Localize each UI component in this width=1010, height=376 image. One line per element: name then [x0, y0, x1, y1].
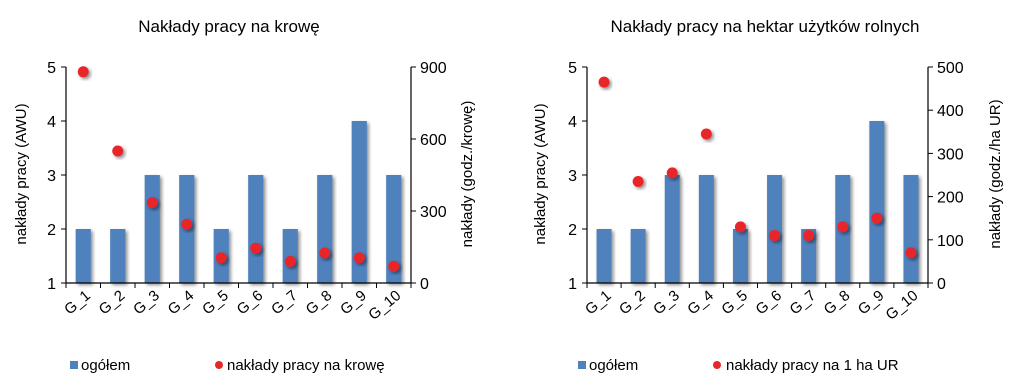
bar-G_1	[596, 229, 612, 283]
bar-G_5	[732, 229, 748, 283]
chart-title: Nakłady pracy na krowę	[138, 17, 319, 36]
legend: ogółem nakłady pracy na krowę	[70, 357, 385, 374]
legend-swatch-bar	[578, 361, 586, 369]
legend-label-bar: ogółem	[81, 357, 130, 374]
y-tick-label: 4	[568, 114, 577, 131]
bar-G_4	[698, 175, 714, 283]
y-tick-label: 1	[47, 276, 56, 293]
y-tick-label: 2	[568, 222, 577, 239]
x-tick-label: G_1	[582, 287, 615, 318]
y-tick-label: 1	[568, 276, 577, 293]
point-G_9	[871, 212, 883, 224]
y2-tick-label: 400	[937, 103, 964, 120]
bar-G_3	[144, 175, 160, 283]
x-tick-label: G_2	[96, 287, 129, 318]
point-G_7	[284, 255, 296, 267]
bar-G_9	[351, 121, 367, 283]
x-tick-label: G_7	[268, 287, 301, 318]
legend-swatch-bar	[70, 361, 78, 369]
bar-G_7	[801, 229, 817, 283]
point-G_10	[388, 260, 400, 272]
y2-tick-label: 900	[420, 60, 447, 77]
bar-G_6	[248, 175, 264, 283]
point-G_10	[905, 247, 917, 259]
x-tick-label: G_2	[616, 287, 649, 318]
point-G_6	[250, 242, 262, 254]
bar-G_8	[317, 175, 333, 283]
x-tick-label: G_7	[787, 287, 820, 318]
x-tick-label: G_9	[337, 287, 370, 318]
x-tick-label: G_9	[855, 287, 888, 318]
x-tick-label: G_8	[821, 287, 854, 318]
legend-swatch-dot	[713, 361, 721, 369]
point-G_7	[803, 229, 815, 241]
point-G_5	[734, 221, 746, 233]
y2-axis-label: nakłady (godz./ha UR)	[987, 99, 1004, 248]
chart-labor-per-hectare: Nakłady pracy na hektar użytków rolnych …	[532, 17, 1004, 374]
x-tick-label: G_5	[199, 287, 232, 318]
point-G_5	[215, 252, 227, 264]
y2-tick-label: 500	[937, 60, 964, 77]
x-tick-label: G_8	[303, 287, 336, 318]
bar-G_9	[869, 121, 885, 283]
bar-G_2	[630, 229, 646, 283]
chart-labor-per-cow: Nakłady pracy na krowę nakłady pracy (AW…	[13, 17, 476, 374]
point-G_2	[632, 175, 644, 187]
y2-axis-label: nakłady (godz./krowę)	[459, 101, 476, 248]
x-tick-label: G_6	[752, 287, 785, 318]
x-tick-label: G_1	[61, 287, 94, 318]
y2-tick-label: 0	[937, 276, 946, 293]
point-G_1	[598, 76, 610, 88]
point-G_8	[837, 221, 849, 233]
x-tick-label: G_4	[165, 287, 198, 318]
y-tick-label: 2	[47, 222, 56, 239]
point-G_4	[700, 128, 712, 140]
y2-tick-label: 600	[420, 132, 447, 149]
x-tick-label: G_4	[684, 287, 717, 318]
x-tick-label: G_10	[365, 287, 404, 324]
x-tick-label: G_3	[650, 287, 683, 318]
y-axis-label: nakłady pracy (AWU)	[13, 103, 30, 244]
y-tick-label: 3	[47, 168, 56, 185]
bar-G_2	[110, 229, 126, 283]
x-tick-label: G_5	[718, 287, 751, 318]
legend-swatch-dot	[215, 361, 223, 369]
y2-tick-label: 0	[420, 276, 429, 293]
y-tick-label: 4	[47, 114, 56, 131]
point-G_9	[353, 252, 365, 264]
x-tick-label: G_3	[130, 287, 163, 318]
x-tick-label: G_6	[234, 287, 267, 318]
y2-tick-label: 300	[937, 146, 964, 163]
legend-label-dot: nakłady pracy na krowę	[227, 357, 385, 374]
bar-G_10	[903, 175, 919, 283]
y-tick-label: 5	[47, 60, 56, 77]
point-G_2	[112, 145, 124, 157]
point-G_4	[181, 218, 193, 230]
y2-tick-label: 100	[937, 233, 964, 250]
y-axis-label: nakłady pracy (AWU)	[532, 103, 549, 244]
y2-tick-label: 200	[937, 190, 964, 207]
legend-label-dot: nakłady pracy na 1 ha UR	[726, 357, 899, 374]
point-G_1	[77, 66, 89, 78]
bar-G_3	[664, 175, 680, 283]
y2-tick-label: 300	[420, 204, 447, 221]
y-tick-label: 3	[568, 168, 577, 185]
bar-G_1	[75, 229, 91, 283]
x-tick-label: G_10	[882, 287, 921, 324]
y-tick-label: 5	[568, 60, 577, 77]
point-G_3	[666, 167, 678, 179]
chart-title: Nakłady pracy na hektar użytków rolnych	[611, 17, 920, 36]
point-G_3	[146, 197, 158, 209]
bar-G_10	[386, 175, 402, 283]
bar-G_6	[767, 175, 783, 283]
legend: ogółem nakłady pracy na 1 ha UR	[578, 357, 899, 374]
point-G_8	[319, 247, 331, 259]
point-G_6	[769, 229, 781, 241]
legend-label-bar: ogółem	[589, 357, 638, 374]
